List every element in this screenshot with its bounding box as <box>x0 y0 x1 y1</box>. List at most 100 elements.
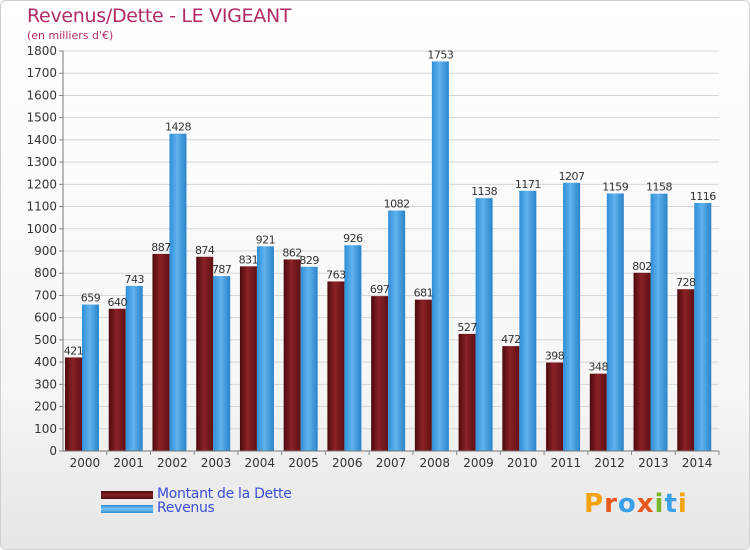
bar-dette <box>458 333 476 451</box>
x-tick-label: 2009 <box>463 456 494 470</box>
legend-swatch-revenus <box>101 505 153 513</box>
data-label-revenus: 1116 <box>690 190 716 203</box>
y-tick-label: 200 <box>34 400 57 414</box>
bar-revenus <box>606 193 624 451</box>
x-tick-label: 2006 <box>332 456 363 470</box>
y-tick-label: 1600 <box>26 88 57 102</box>
data-label-dette: 887 <box>151 241 171 254</box>
x-tick-label: 2005 <box>288 456 319 470</box>
x-tick-label: 2011 <box>551 456 582 470</box>
logo-letter: x <box>636 489 655 519</box>
data-label-dette: 763 <box>326 268 346 281</box>
y-tick-label: 300 <box>34 377 57 391</box>
y-tick-label: 800 <box>34 266 57 280</box>
bar-dette <box>327 281 345 451</box>
y-tick-label: 0 <box>49 444 57 458</box>
legend-label-revenus: Revenus <box>157 500 215 516</box>
bar-revenus <box>256 246 274 451</box>
data-label-revenus: 1159 <box>602 180 628 193</box>
y-tick-label: 1700 <box>26 66 57 80</box>
bar-dette <box>546 362 564 451</box>
bar-revenus <box>213 276 231 451</box>
data-label-revenus: 743 <box>124 273 144 286</box>
data-label-revenus: 1138 <box>471 185 497 198</box>
x-tick-label: 2010 <box>507 456 538 470</box>
bar-revenus <box>388 210 406 451</box>
legend-label-dette: Montant de la Dette <box>157 486 292 502</box>
legend-swatch-dette <box>101 491 153 499</box>
bar-revenus <box>169 133 187 451</box>
x-tick-label: 2014 <box>682 456 713 470</box>
bar-dette <box>283 259 301 451</box>
data-label-dette: 472 <box>501 333 521 346</box>
data-label-revenus: 921 <box>256 233 276 246</box>
x-tick-label: 2008 <box>419 456 450 470</box>
data-label-dette: 874 <box>195 244 215 257</box>
data-label-revenus: 787 <box>212 263 232 276</box>
y-tick-label: 1400 <box>26 133 57 147</box>
y-tick-label: 900 <box>34 244 57 258</box>
data-label-dette: 640 <box>107 296 127 309</box>
proxiti-logo: Proxiti <box>584 489 688 519</box>
x-tick-label: 2012 <box>594 456 625 470</box>
logo-letter: i <box>677 489 688 519</box>
y-tick-label: 1300 <box>26 155 57 169</box>
bar-revenus <box>300 266 318 451</box>
data-label-dette: 697 <box>370 283 390 296</box>
x-tick-label: 2013 <box>638 456 669 470</box>
x-tick-label: 2007 <box>376 456 407 470</box>
x-tick-label: 2004 <box>245 456 276 470</box>
bar-dette <box>633 272 651 451</box>
data-label-revenus: 926 <box>343 232 363 245</box>
data-label-dette: 728 <box>676 276 696 289</box>
y-tick-label: 500 <box>34 333 57 347</box>
data-label-revenus: 1207 <box>559 170 585 183</box>
bar-revenus <box>650 193 668 451</box>
bar-revenus <box>519 190 537 451</box>
data-label-revenus: 1082 <box>384 198 410 211</box>
data-label-revenus: 1753 <box>427 48 453 61</box>
bar-revenus <box>694 203 712 451</box>
logo-letter: P <box>584 489 605 519</box>
chart-subtitle: (en milliers d'€) <box>27 29 114 42</box>
logo-letter: i <box>654 489 665 519</box>
bar-dette <box>196 256 214 451</box>
bar-dette <box>108 308 126 451</box>
bar-dette <box>589 373 607 451</box>
data-label-dette: 421 <box>64 344 84 357</box>
y-tick-label: 1000 <box>26 222 57 236</box>
data-label-revenus: 1428 <box>165 121 191 134</box>
bar-dette <box>239 266 257 451</box>
bar-dette <box>152 253 170 451</box>
bar-revenus <box>344 245 362 451</box>
data-label-revenus: 829 <box>299 254 319 267</box>
data-label-dette: 398 <box>545 350 565 363</box>
data-label-revenus: 1171 <box>515 178 541 191</box>
bar-revenus <box>125 285 143 451</box>
y-tick-label: 100 <box>34 422 57 436</box>
logo-letter: t <box>664 489 678 519</box>
x-tick-label: 2001 <box>113 456 144 470</box>
logo-letter: o <box>617 489 637 519</box>
x-tick-label: 2000 <box>70 456 101 470</box>
bar-revenus <box>563 182 581 451</box>
bar-dette <box>371 296 389 451</box>
bar-revenus <box>475 198 493 451</box>
y-tick-label: 400 <box>34 355 57 369</box>
y-tick-label: 600 <box>34 311 57 325</box>
data-label-dette: 862 <box>282 246 302 259</box>
data-label-dette: 831 <box>239 253 259 266</box>
data-label-dette: 681 <box>414 287 434 300</box>
y-tick-label: 1800 <box>26 44 57 58</box>
data-label-revenus: 1158 <box>646 181 672 194</box>
data-label-dette: 802 <box>632 260 652 273</box>
y-tick-label: 700 <box>34 288 57 302</box>
bar-dette <box>677 289 695 451</box>
bar-revenus <box>431 61 449 451</box>
y-tick-label: 1100 <box>26 200 57 214</box>
bar-revenus <box>82 304 99 451</box>
y-tick-label: 1200 <box>26 177 57 191</box>
logo-letter: r <box>604 489 618 519</box>
